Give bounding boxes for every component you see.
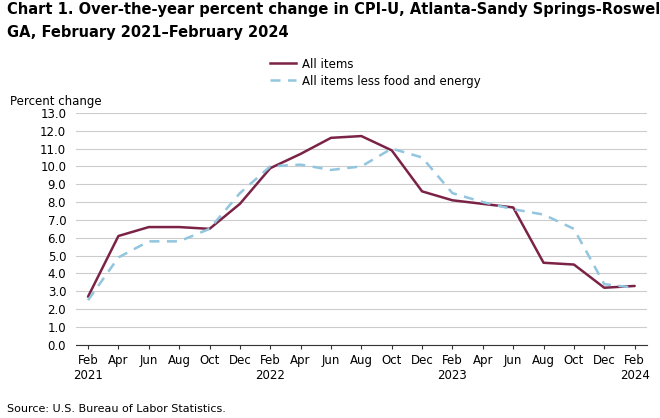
Text: GA, February 2021–February 2024: GA, February 2021–February 2024 (7, 25, 288, 40)
Text: Percent change: Percent change (11, 95, 102, 108)
Text: Chart 1. Over-the-year percent change in CPI-U, Atlanta-Sandy Springs-Roswell,: Chart 1. Over-the-year percent change in… (7, 2, 660, 17)
Text: Source: U.S. Bureau of Labor Statistics.: Source: U.S. Bureau of Labor Statistics. (7, 404, 226, 414)
Legend: All items, All items less food and energy: All items, All items less food and energ… (270, 58, 480, 88)
